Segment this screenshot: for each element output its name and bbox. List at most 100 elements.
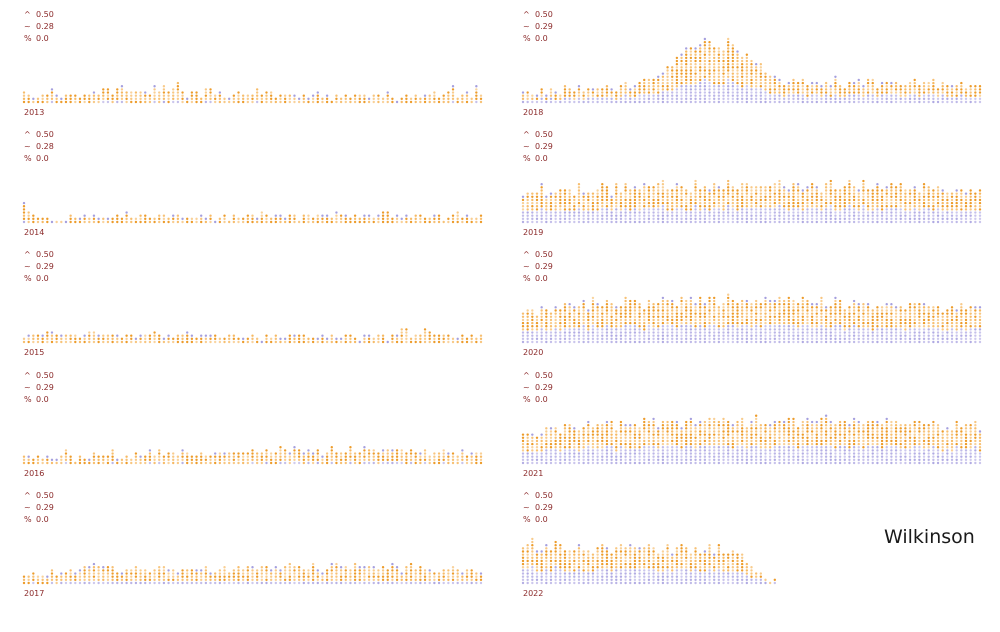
- data-point: [880, 312, 884, 315]
- data-point: [885, 192, 888, 195]
- data-point: [386, 575, 389, 578]
- data-point: [787, 88, 791, 91]
- data-point: [955, 189, 958, 192]
- data-point: [633, 217, 637, 221]
- data-point: [773, 78, 777, 82]
- data-point: [344, 455, 347, 458]
- data-point: [344, 217, 347, 221]
- data-point: [717, 220, 721, 224]
- data-point: [307, 569, 310, 572]
- data-point: [754, 192, 758, 195]
- data-point: [717, 208, 721, 211]
- data-point: [750, 198, 753, 202]
- data-point: [144, 572, 147, 575]
- data-point: [885, 205, 888, 208]
- data-point: [587, 318, 590, 322]
- data-point: [638, 198, 641, 202]
- data-point: [960, 205, 963, 208]
- data-point: [922, 198, 926, 202]
- data-point: [605, 309, 609, 312]
- data-point: [358, 575, 361, 578]
- data-point: [428, 581, 431, 585]
- stat-value: 0.29: [36, 383, 54, 392]
- data-point: [433, 220, 436, 224]
- data-point: [423, 452, 427, 455]
- data-point: [768, 217, 772, 221]
- data-point: [241, 340, 245, 344]
- data-point: [927, 88, 930, 91]
- data-point: [773, 183, 777, 186]
- data-point: [559, 325, 562, 328]
- data-point: [615, 220, 618, 224]
- data-point: [353, 455, 357, 458]
- data-point: [237, 452, 240, 455]
- data-point: [605, 208, 609, 211]
- data-point: [610, 334, 613, 337]
- data-point: [685, 189, 688, 192]
- data-point: [475, 578, 478, 582]
- data-point: [605, 100, 609, 104]
- data-point: [675, 186, 679, 189]
- data-point: [624, 306, 627, 309]
- data-point: [297, 100, 301, 104]
- data-point: [960, 192, 963, 195]
- data-point: [773, 328, 777, 331]
- data-point: [726, 53, 730, 56]
- data-point: [629, 303, 632, 306]
- data-point: [339, 340, 343, 344]
- data-point: [223, 461, 226, 465]
- data-point: [204, 569, 208, 572]
- data-point: [764, 318, 767, 322]
- data-point: [144, 340, 147, 344]
- data-point: [227, 578, 231, 582]
- data-point: [899, 208, 902, 211]
- data-point: [27, 334, 30, 337]
- data-point: [708, 214, 711, 217]
- data-point: [675, 321, 679, 325]
- data-point: [587, 94, 590, 97]
- data-point: [577, 94, 581, 97]
- data-point: [731, 94, 735, 97]
- data-point: [22, 100, 26, 104]
- data-point: [699, 211, 702, 214]
- data-point: [559, 331, 562, 334]
- data-point: [685, 312, 688, 315]
- data-point: [708, 69, 711, 72]
- data-point: [885, 337, 888, 341]
- data-point: [428, 340, 431, 344]
- data-point: [834, 334, 837, 337]
- data-point: [796, 88, 800, 91]
- data-point: [111, 461, 114, 465]
- data-point: [796, 217, 800, 221]
- data-point: [820, 303, 823, 306]
- data-point: [335, 562, 338, 566]
- data-point: [573, 312, 576, 315]
- data-point: [601, 88, 604, 91]
- data-point: [526, 334, 529, 337]
- data-point: [768, 97, 772, 101]
- data-point: [643, 189, 646, 192]
- data-point: [703, 78, 707, 82]
- data-point: [232, 578, 236, 582]
- data-point: [894, 217, 898, 221]
- data-point: [694, 183, 697, 186]
- data-point: [414, 220, 417, 224]
- data-point: [204, 458, 208, 462]
- data-point: [479, 452, 483, 455]
- data-point: [465, 458, 469, 462]
- data-point: [260, 581, 264, 585]
- data-point: [349, 334, 352, 337]
- data-point: [437, 220, 441, 224]
- data-point: [736, 100, 739, 104]
- data-point: [372, 455, 375, 458]
- data-point: [55, 97, 58, 101]
- data-point: [773, 211, 777, 214]
- data-point: [540, 97, 543, 101]
- data-point: [582, 94, 585, 97]
- data-point: [759, 340, 763, 344]
- data-point: [213, 578, 217, 582]
- data-point: [69, 214, 72, 217]
- data-point: [433, 214, 436, 217]
- data-point: [269, 340, 273, 344]
- data-point: [46, 578, 49, 582]
